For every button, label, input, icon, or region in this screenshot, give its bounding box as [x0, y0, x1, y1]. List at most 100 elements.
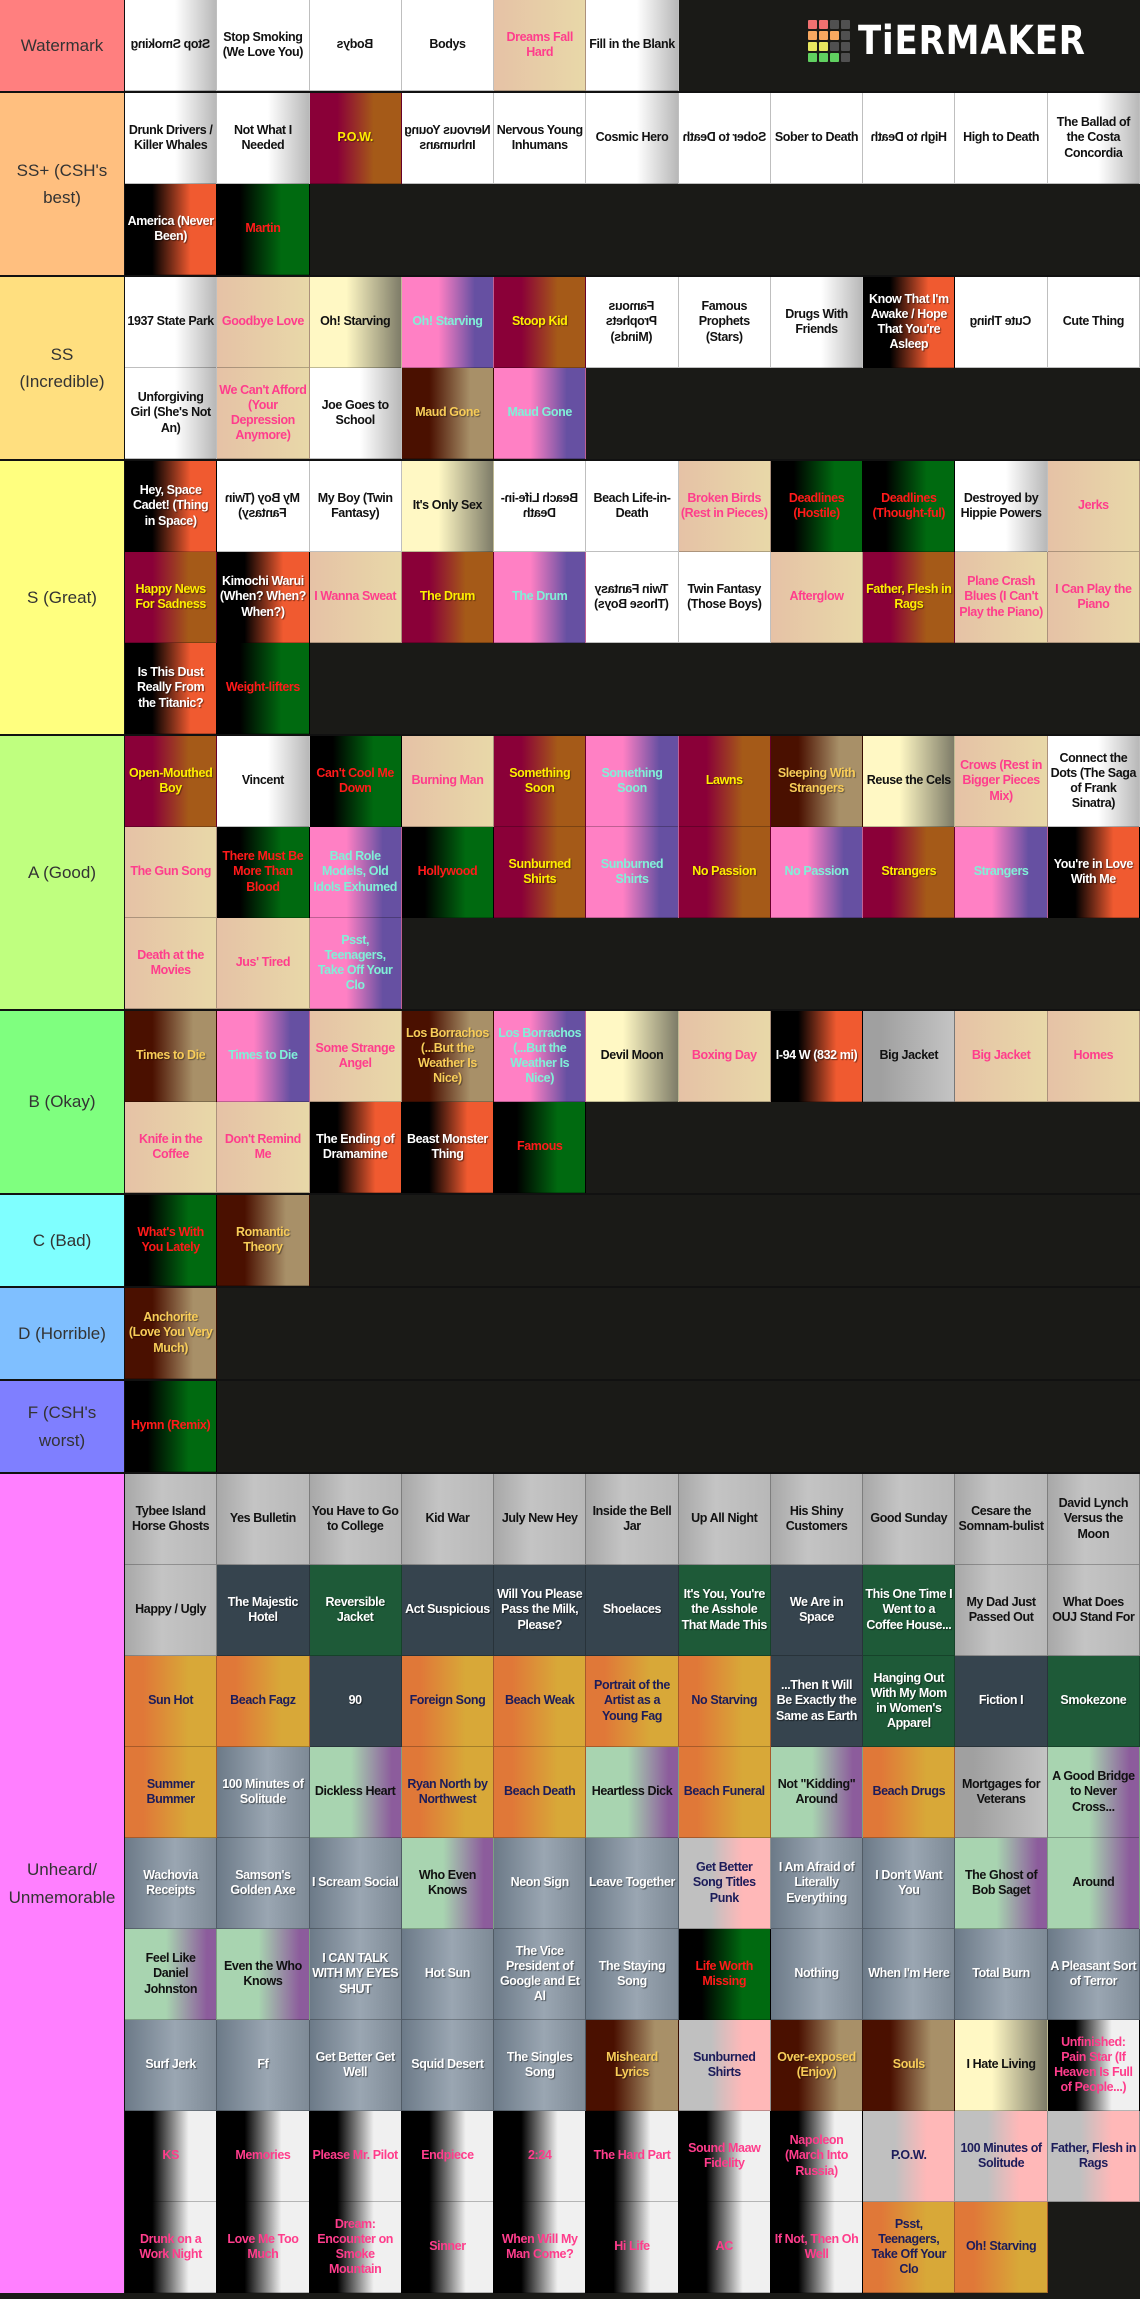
tier-item[interactable]: Bodys: [401, 0, 495, 91]
tier-item[interactable]: Famous Prophets (Stars): [678, 277, 771, 368]
tier-item[interactable]: Not "Kidding" Around: [770, 1747, 864, 1838]
tier-item[interactable]: No Passion: [770, 827, 864, 918]
tier-item[interactable]: Beach Fagz: [217, 1656, 310, 1747]
tier-item[interactable]: Wachovia Receipts: [125, 1838, 218, 1929]
tier-item[interactable]: Sober to Death: [678, 93, 771, 184]
tier-item[interactable]: Sober to Death: [770, 93, 864, 184]
tier-item[interactable]: 100 Minutes of Solitude: [217, 1747, 310, 1838]
tier-item[interactable]: I Wanna Sweat: [309, 552, 402, 643]
tier-item[interactable]: Smokezone: [1047, 1656, 1140, 1747]
tier-item[interactable]: Burning Man: [401, 736, 495, 827]
tier-item[interactable]: I Can Play the Piano: [1047, 552, 1140, 643]
tier-item[interactable]: Hey, Space Cadet! (Thing in Space): [125, 461, 218, 552]
tier-item[interactable]: Maud Gone: [494, 368, 587, 459]
tier-item[interactable]: The Ending of Dramamine: [309, 1102, 402, 1193]
tier-item[interactable]: Dickless Heart: [309, 1747, 402, 1838]
tier-item[interactable]: Crows (Rest in Bigger Pieces Mix): [955, 736, 1048, 827]
tier-item[interactable]: I-94 W (832 mi): [770, 1011, 864, 1102]
tier-item[interactable]: Get Better Song Titles Punk: [678, 1838, 771, 1929]
tier-label[interactable]: D (Horrible): [0, 1288, 125, 1379]
tier-item[interactable]: This One Time I Went to a Coffee House..…: [863, 1565, 956, 1656]
tier-item[interactable]: Who Even Knows: [401, 1838, 495, 1929]
tier-item[interactable]: Nervous Young Inhumans: [494, 93, 587, 184]
tier-item[interactable]: Tybee Island Horse Ghosts: [125, 1474, 218, 1565]
tier-item[interactable]: Beach Drugs: [863, 1747, 956, 1838]
tier-item[interactable]: Psst, Teenagers, Take Off Your Clo: [863, 2202, 956, 2293]
tier-label[interactable]: SS (Incredible): [0, 277, 125, 459]
tier-item[interactable]: The Hard Part: [586, 2111, 679, 2202]
tier-item[interactable]: Psst, Teenagers, Take Off Your Clo: [309, 918, 402, 1009]
tier-item[interactable]: Something Soon: [586, 736, 679, 827]
tier-item[interactable]: My Boy (Twin Fantasy): [217, 461, 310, 552]
tier-item[interactable]: Napoleon (March Into Russia): [770, 2111, 864, 2202]
tier-item[interactable]: We Can't Afford (Your Depression Anymore…: [217, 368, 310, 459]
tier-item[interactable]: Fill in the Blank: [586, 0, 679, 91]
tier-item[interactable]: David Lynch Versus the Moon: [1047, 1474, 1140, 1565]
tier-item[interactable]: Cute Thing: [1047, 277, 1140, 368]
tier-item[interactable]: Hanging Out With My Mom in Women's Appar…: [863, 1656, 956, 1747]
tier-item[interactable]: Devil Moon: [586, 1011, 679, 1102]
tier-item[interactable]: Neon Sign: [494, 1838, 587, 1929]
tier-item[interactable]: Reversible Jacket: [309, 1565, 402, 1656]
tier-item[interactable]: Nothing: [770, 1929, 864, 2020]
tier-item[interactable]: My Boy (Twin Fantasy): [309, 461, 402, 552]
tier-item[interactable]: I Am Afraid of Literally Everything: [770, 1838, 864, 1929]
tier-item[interactable]: Ff: [217, 2020, 310, 2111]
tier-item[interactable]: Foreign Song: [401, 1656, 495, 1747]
tier-item[interactable]: Misheard Lyrics: [586, 2020, 679, 2111]
tier-item[interactable]: Weight-lifters: [217, 643, 310, 734]
tier-item[interactable]: Deadlines (Thought-ful): [863, 461, 956, 552]
tier-item[interactable]: Fiction I: [955, 1656, 1048, 1747]
tier-label[interactable]: F (CSH's worst): [0, 1381, 125, 1472]
tier-label[interactable]: Unheard/ Unmemorable: [0, 1474, 125, 2293]
tier-item[interactable]: Life Worth Missing: [678, 1929, 771, 2020]
tier-item[interactable]: High to Death: [955, 93, 1048, 184]
tier-item[interactable]: Will You Please Pass the Milk, Please?: [494, 1565, 587, 1656]
tier-item[interactable]: Los Borrachos (...But the Weather Is Nic…: [494, 1011, 587, 1102]
tier-item[interactable]: Broken Birds (Rest in Pieces): [678, 461, 771, 552]
tier-item[interactable]: Happy / Ugly: [125, 1565, 218, 1656]
tier-item[interactable]: America (Never Been): [125, 184, 218, 275]
tier-item[interactable]: Unfinished: Pain Star (If Heaven Is Full…: [1047, 2020, 1140, 2111]
tier-label[interactable]: SS+ (CSH's best): [0, 93, 125, 275]
tier-item[interactable]: We Are in Space: [770, 1565, 864, 1656]
tier-item[interactable]: Sunburned Shirts: [586, 827, 679, 918]
tier-item[interactable]: Cute Thing: [955, 277, 1048, 368]
tier-item[interactable]: Ryan North by Northwest: [401, 1747, 495, 1838]
tier-item[interactable]: Drunk on a Work Night: [125, 2202, 218, 2293]
tier-item[interactable]: Twin Fantasy (Those Boys): [586, 552, 679, 643]
tier-item[interactable]: Sound Maaw Fidelity: [678, 2111, 771, 2202]
tier-item[interactable]: I Scream Social: [309, 1838, 402, 1929]
tier-item[interactable]: Souls: [863, 2020, 956, 2111]
tier-item[interactable]: The Ballad of the Costa Concordia: [1047, 93, 1140, 184]
tier-item[interactable]: P.O.W.: [863, 2111, 956, 2202]
tier-item[interactable]: Feel Like Daniel Johnston: [125, 1929, 218, 2020]
tier-item[interactable]: Jus' Tired: [217, 918, 310, 1009]
tier-item[interactable]: Times to Die: [217, 1011, 310, 1102]
tier-item[interactable]: Afterglow: [770, 552, 864, 643]
tier-item[interactable]: AC: [678, 2202, 771, 2293]
tier-item[interactable]: Knife in the Coffee: [125, 1102, 218, 1193]
tier-item[interactable]: Father, Flesh in Rags: [863, 552, 956, 643]
tier-item[interactable]: His Shiny Customers: [770, 1474, 864, 1565]
tier-item[interactable]: Drugs With Friends: [770, 277, 864, 368]
tier-item[interactable]: Hollywood: [401, 827, 495, 918]
tier-item[interactable]: Big Jacket: [955, 1011, 1048, 1102]
tier-item[interactable]: Kimochi Warui (When? When? When?): [217, 552, 310, 643]
tier-item[interactable]: Unforgiving Girl (She's Not An): [125, 368, 218, 459]
tier-item[interactable]: I Don't Want You: [863, 1838, 956, 1929]
tier-item[interactable]: You Have to Go to College: [309, 1474, 402, 1565]
tier-item[interactable]: Shoelaces: [586, 1565, 679, 1656]
tier-item[interactable]: Reuse the Cels: [863, 736, 956, 827]
tier-item[interactable]: Endpiece: [401, 2111, 495, 2202]
tier-item[interactable]: Please Mr. Pilot: [309, 2111, 402, 2202]
tier-item[interactable]: Around: [1047, 1838, 1140, 1929]
tier-item[interactable]: Bad Role Models, Old Idols Exhumed: [309, 827, 402, 918]
tier-item[interactable]: Heartless Dick: [586, 1747, 679, 1838]
tier-item[interactable]: Not What I Needed: [217, 93, 310, 184]
tier-item[interactable]: Over-exposed (Enjoy): [770, 2020, 864, 2111]
tier-item[interactable]: Sun Hot: [125, 1656, 218, 1747]
tier-item[interactable]: Times to Die: [125, 1011, 218, 1102]
tier-item[interactable]: Big Jacket: [863, 1011, 956, 1102]
tier-item[interactable]: It's You, You're the Asshole That Made T…: [678, 1565, 771, 1656]
